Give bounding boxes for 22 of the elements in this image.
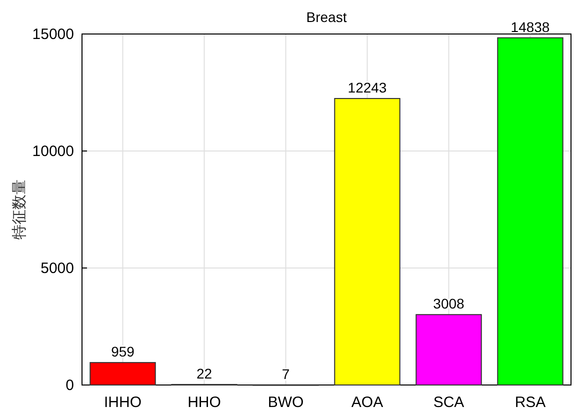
data-label: 14838 [510,18,550,35]
data-label: 7 [282,366,290,382]
bar [416,314,482,386]
bar [90,362,156,386]
x-tick-label: RSA [514,394,546,411]
data-label: 959 [111,344,135,360]
chart-title: Breast [306,9,347,25]
data-label: 12243 [348,80,387,96]
data-label: 3008 [433,296,465,312]
bar [497,37,564,386]
y-tick-label: 5000 [40,260,74,277]
y-tick-label: 15000 [32,26,74,43]
data-label: 22 [196,365,212,382]
x-tick-label: IHHO [104,394,142,411]
y-axis-title: 特征数量 [10,180,28,240]
y-tick-label: 0 [66,377,74,394]
bar [334,98,400,386]
y-tick-label: 10000 [32,143,74,160]
x-tick-label: AOA [351,394,384,411]
x-tick-label: SCA [433,394,464,411]
x-tick-label: HHO [188,394,221,411]
x-tick-label: BWO [268,394,304,411]
